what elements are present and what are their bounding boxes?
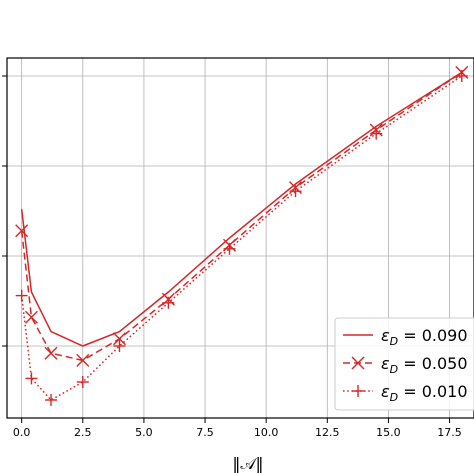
series-line [20,71,463,347]
x-marker [15,224,29,238]
plus-marker [370,127,383,140]
legend: εD = 0.090 εD = 0.050 εD = 0.010 [334,317,474,411]
plus-marker [455,70,468,82]
legend-box [334,317,474,411]
x-tick-label: 7.5 [196,426,214,439]
x-tick-label: 2.5 [74,426,92,439]
legend-label: εD = 0.010 [381,382,468,404]
x-marker [112,332,126,346]
x-marker [44,346,58,360]
series-1 [20,71,463,347]
x-marker [24,310,38,324]
plus-marker [162,296,175,309]
series-layer [15,65,469,406]
plus-marker [15,289,28,302]
grid [7,58,474,418]
plus-marker [25,372,38,385]
legend-label: εD = 0.050 [381,354,468,376]
legend-entry: εD = 0.010 [343,382,468,404]
plus-marker [223,242,236,255]
axes-frame [6,57,474,419]
x-tick-label: 17.5 [437,426,462,439]
series-line [20,71,463,362]
x-tick-label: 12.5 [315,426,340,439]
x-axis-label: ‖𝒜‖ [232,454,263,473]
plus-marker [113,340,126,352]
plus-marker [76,376,89,388]
plus-marker [289,185,302,198]
plus-marker [352,385,364,397]
x-tick-label: 10.0 [254,426,279,439]
x-marker [76,353,90,367]
legend-label: εD = 0.090 [381,326,468,348]
x-ticks: 0.0 2.5 5.0 7.5 10.0 12.5 15.0 17.5 [13,418,462,439]
legend-entry: εD = 0.050 [343,354,468,376]
x-tick-label: 5.0 [135,426,153,439]
x-tick-label: 0.0 [13,426,31,439]
y-ticks [2,75,7,347]
plus-marker [45,394,58,406]
series-3 [15,70,468,406]
x-marker [351,356,365,370]
x-tick-label: 15.0 [376,426,401,439]
legend-entry: εD = 0.090 [343,326,468,348]
series-line [20,75,463,401]
